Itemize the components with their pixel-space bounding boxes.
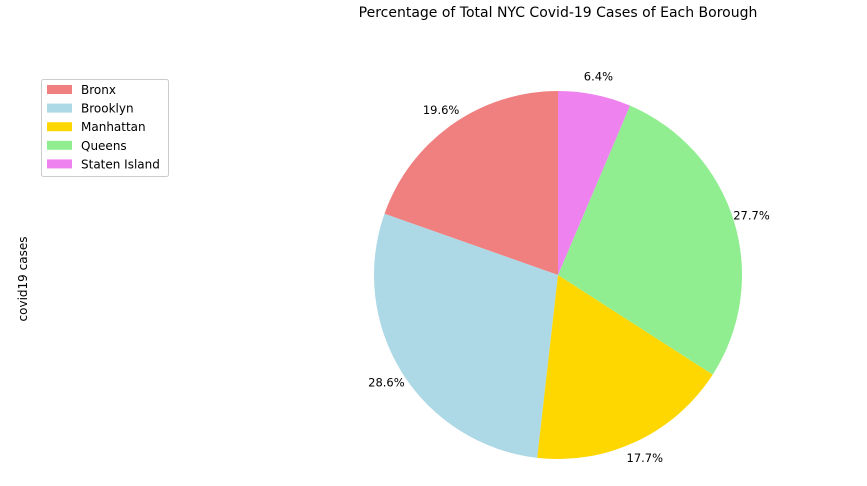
pie-slice-brooklyn [374, 213, 558, 458]
legend-label-staten-island: Staten Island [81, 157, 160, 171]
legend-entries: Bronx Brooklyn Manhattan Queens Staten Islan… [47, 83, 160, 171]
legend-swatch-staten-island [47, 159, 72, 169]
percent-label-manhattan: 17.7% [627, 451, 664, 465]
y-axis-label: covid19 cases [16, 237, 30, 322]
legend-label-brooklyn: Brooklyn [81, 102, 134, 116]
pie-slice-queens [558, 105, 742, 375]
pie-slices [374, 91, 742, 459]
legend-frame [41, 79, 169, 177]
legend-label-queens: Queens [81, 139, 127, 153]
legend-swatch-manhattan [47, 122, 72, 132]
pie-slice-bronx [384, 91, 558, 275]
legend-swatch-brooklyn [47, 103, 72, 113]
legend-label-bronx: Bronx [81, 83, 116, 97]
pie-slice-manhattan [537, 275, 713, 459]
percent-labels: 19.6% 28.6% 17.7% 27.7% 6.4% [368, 70, 770, 465]
percent-label-queens: 27.7% [733, 209, 770, 223]
pie-slice-staten-island [558, 91, 631, 275]
legend: Bronx Brooklyn Manhattan Queens Staten Islan… [41, 79, 169, 177]
legend-swatch-bronx [47, 85, 72, 94]
percent-label-bronx: 19.6% [423, 103, 460, 117]
percent-label-brooklyn: 28.6% [368, 375, 405, 389]
chart-title: Percentage of Total NYC Covid-19 Cases o… [359, 5, 758, 21]
legend-label-manhattan: Manhattan [81, 120, 146, 134]
legend-swatch-queens [47, 140, 72, 150]
percent-label-staten-island: 6.4% [584, 70, 613, 84]
